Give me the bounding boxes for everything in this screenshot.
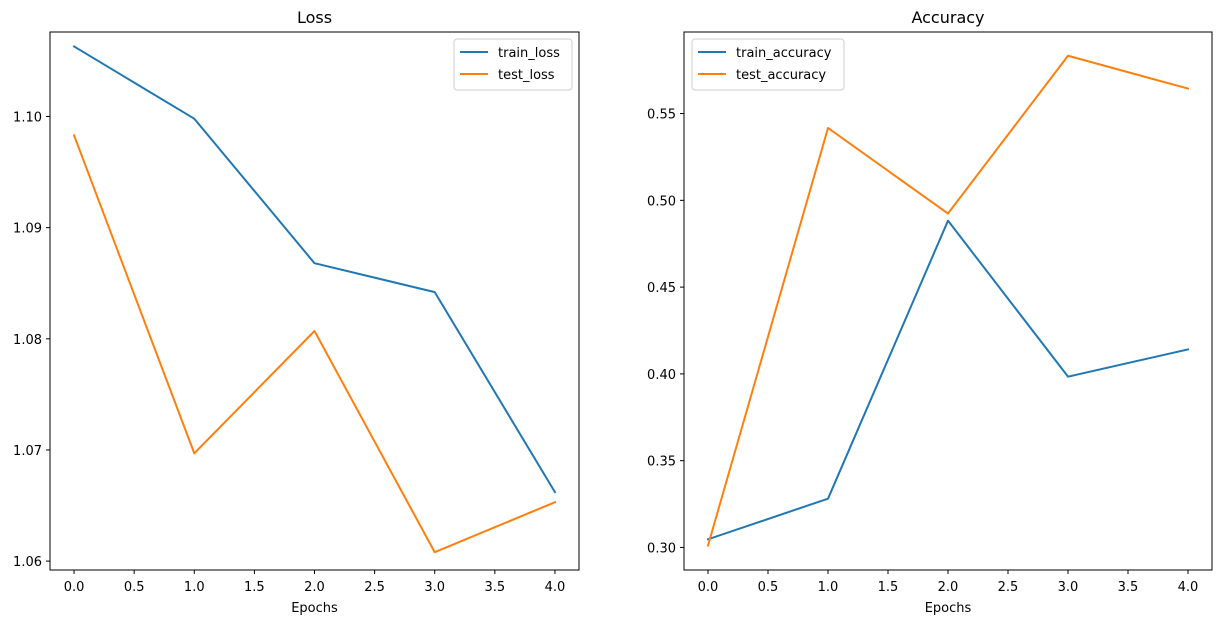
y-tick-label: 0.35 (647, 455, 676, 470)
x-tick-label: 0.5 (124, 580, 145, 595)
legend: train_loss test_loss (453, 38, 573, 91)
y-tick-label: 1.07 (13, 444, 42, 459)
x-tick-label: 3.0 (424, 580, 445, 595)
chart-title: Accuracy (911, 8, 984, 27)
legend-box (691, 38, 845, 91)
x-tick-label: 2.0 (304, 580, 325, 595)
x-tick-label: 1.0 (818, 580, 839, 595)
x-tick-label: 1.5 (878, 580, 899, 595)
x-tick-label: 0.0 (698, 580, 719, 595)
x-tick-label: 4.0 (545, 580, 566, 595)
chart-title: Loss (297, 8, 332, 27)
y-tick-label: 0.40 (647, 368, 676, 383)
y-tick-label: 1.10 (13, 110, 42, 125)
plot-area-frame (683, 31, 1213, 571)
legend: train_accuracy test_accuracy (691, 38, 845, 91)
y-tick-label: 0.50 (647, 194, 676, 209)
legend-label: test_loss (498, 68, 555, 83)
y-tick-label: 1.06 (13, 555, 42, 570)
test-accuracy-line (706, 54, 1190, 547)
legend-label: train_accuracy (736, 46, 832, 61)
x-tick-label: 4.0 (1178, 580, 1199, 595)
y-tick-label: 1.08 (13, 333, 42, 348)
plot-area-frame (49, 31, 580, 571)
x-axis-label: Epochs (291, 601, 338, 616)
x-tick-label: 0.5 (758, 580, 779, 595)
x-axis-label: Epochs (925, 601, 972, 616)
x-tick-label: 2.5 (364, 580, 385, 595)
x-tick-label: 3.5 (1118, 580, 1139, 595)
y-tick-label: 1.09 (13, 222, 42, 237)
y-tick-label: 0.55 (647, 108, 676, 123)
x-tick-label: 3.5 (484, 580, 505, 595)
x-tick-label: 3.0 (1058, 580, 1079, 595)
accuracy-chart: Accuracy Epochs 0.0 0.5 1.0 1.5 2.0 2.5 3.0 3.5… (647, 8, 1213, 616)
y-tick-label: 0.45 (647, 281, 676, 296)
x-tick-label: 1.0 (184, 580, 205, 595)
train-accuracy-line (706, 219, 1190, 541)
train-loss-line (72, 45, 557, 494)
legend-label: train_loss (498, 46, 560, 61)
loss-chart: Loss Epochs 0.0 0.5 1.0 1.5 2.0 2.5 3.0 3.5 4.0 1… (13, 8, 580, 616)
legend-label: test_accuracy (736, 68, 826, 83)
test-loss-line (72, 134, 557, 554)
x-tick-label: 2.5 (998, 580, 1019, 595)
x-tick-label: 2.0 (938, 580, 959, 595)
x-tick-label: 1.5 (244, 580, 265, 595)
y-tick-label: 0.30 (647, 541, 676, 556)
x-tick-label: 0.0 (64, 580, 85, 595)
